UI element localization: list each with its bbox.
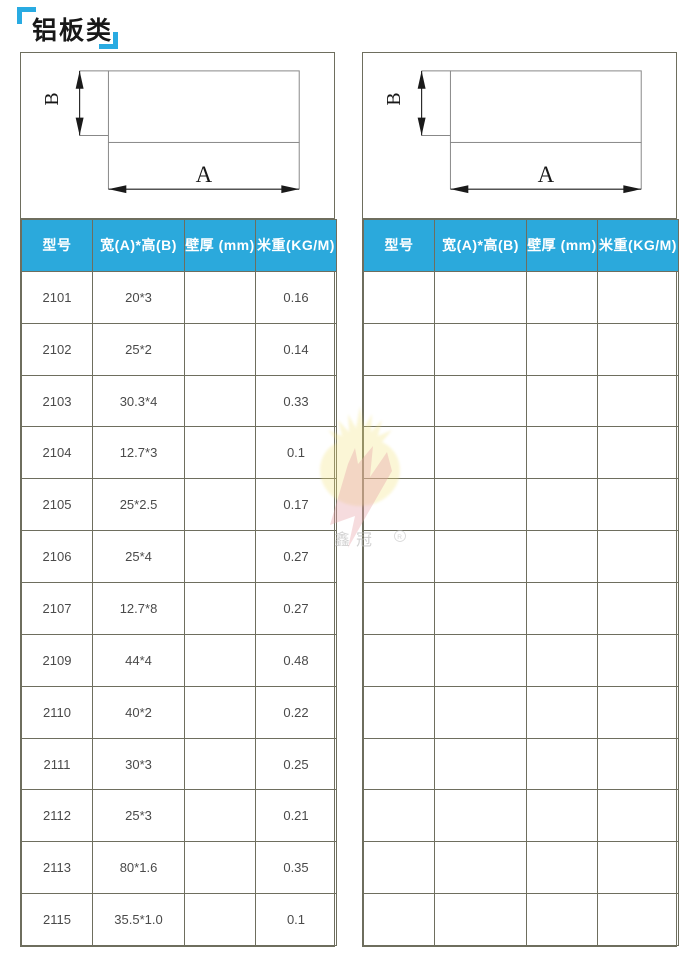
svg-text:B: B [383,92,405,105]
svg-text:A: A [196,162,213,187]
svg-text:B: B [41,92,63,105]
svg-text:A: A [538,162,555,187]
